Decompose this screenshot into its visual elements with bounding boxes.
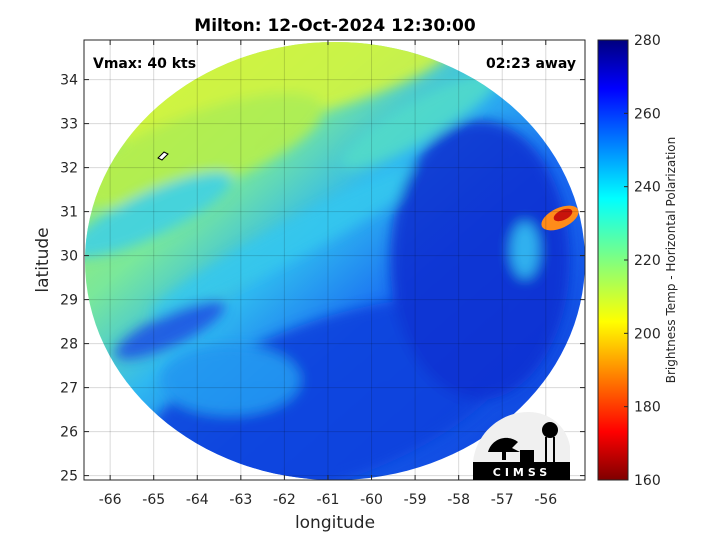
y-tick-label: 25 bbox=[60, 469, 78, 485]
y-axis-ticks: 25 26 27 28 29 30 31 32 33 34 bbox=[60, 73, 585, 485]
cyan-band-east bbox=[341, 71, 499, 169]
x-tick-label: -61 bbox=[317, 492, 340, 508]
colorbar-tick-label: 240 bbox=[634, 180, 661, 196]
grid-lines bbox=[84, 40, 585, 480]
logo-banner bbox=[473, 462, 570, 480]
colorbar-tick-label: 280 bbox=[634, 33, 661, 49]
warm-band-north bbox=[85, 42, 456, 141]
x-tick-label: -59 bbox=[404, 492, 427, 508]
cimss-logo: CIMSS bbox=[473, 412, 570, 480]
colorbar-ticks: 160 180 200 220 240 260 280 bbox=[624, 33, 661, 489]
colorbar-tick-label: 220 bbox=[634, 253, 661, 269]
cyan-patch-south bbox=[160, 345, 300, 415]
microwave-swath bbox=[85, 42, 585, 480]
warm-feature-inner bbox=[553, 208, 573, 222]
y-tick-label: 27 bbox=[60, 381, 78, 397]
vmax-annotation: Vmax: 40 kts bbox=[93, 56, 196, 72]
cyan-band-west bbox=[85, 172, 233, 258]
axes-box bbox=[83, 39, 586, 481]
colorbar-tick-label: 260 bbox=[634, 106, 661, 122]
x-tick-label: -64 bbox=[186, 492, 209, 508]
x-tick-label: -60 bbox=[360, 492, 383, 508]
logo-tower-leg-right bbox=[553, 437, 555, 462]
x-tick-label: -65 bbox=[142, 492, 165, 508]
x-tick-label: -56 bbox=[534, 492, 557, 508]
y-tick-label: 31 bbox=[60, 205, 78, 221]
x-axis-ticks: -66 -65 -64 -63 -62 -61 -60 -59 -58 -57 -56 bbox=[99, 40, 557, 508]
cyan-band-center bbox=[149, 153, 451, 317]
x-tick-label: -66 bbox=[99, 492, 122, 508]
cyan-speckle-east bbox=[511, 222, 539, 278]
distance-annotation: 02:23 away bbox=[486, 56, 576, 72]
y-tick-label: 29 bbox=[60, 293, 78, 309]
swath-texture bbox=[85, 42, 570, 480]
y-tick-label: 26 bbox=[60, 425, 78, 441]
logo-text: CIMSS bbox=[493, 466, 551, 479]
colorbar bbox=[597, 39, 629, 481]
x-tick-label: -63 bbox=[229, 492, 252, 508]
small-island-outline bbox=[157, 151, 169, 161]
y-tick-label: 33 bbox=[60, 117, 78, 133]
x-tick-label: -57 bbox=[491, 492, 514, 508]
colorbar-label: Brightness Temp - Horizontal Polarizatio… bbox=[664, 137, 678, 384]
x-tick-label: -62 bbox=[273, 492, 296, 508]
y-tick-label: 34 bbox=[60, 73, 78, 89]
chart-title: Milton: 12-Oct-2024 12:30:00 bbox=[194, 16, 476, 36]
cold-band-southwest bbox=[115, 300, 225, 360]
logo-building bbox=[520, 450, 534, 462]
logo-dish-stand bbox=[502, 448, 506, 460]
warm-band-northwest bbox=[85, 92, 323, 208]
y-axis-label: latitude bbox=[33, 227, 53, 292]
warm-feature bbox=[541, 205, 579, 231]
colorbar-tick-label: 160 bbox=[634, 473, 661, 489]
colorbar-tick-label: 200 bbox=[634, 326, 661, 342]
x-tick-label: -58 bbox=[447, 492, 470, 508]
colorbar-tick-label: 180 bbox=[634, 400, 661, 416]
y-tick-label: 28 bbox=[60, 337, 78, 353]
logo-tower-leg-left bbox=[545, 437, 547, 462]
logo-dish bbox=[488, 437, 520, 452]
cold-region-east bbox=[390, 120, 570, 400]
y-tick-label: 30 bbox=[60, 249, 78, 265]
x-axis-label: longitude bbox=[295, 513, 375, 533]
y-tick-label: 32 bbox=[60, 161, 78, 177]
logo-tower-tank bbox=[542, 422, 558, 438]
